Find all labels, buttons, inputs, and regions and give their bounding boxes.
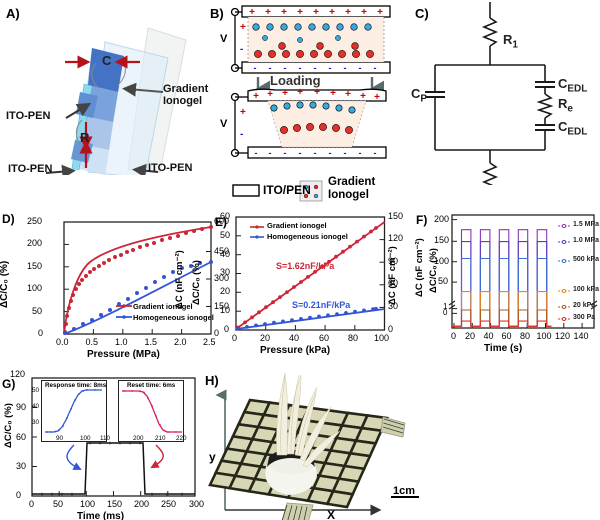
svg-text:-: - [284,63,287,73]
svg-text:-: - [329,63,332,73]
svg-text:V: V [220,33,228,45]
svg-text:-: - [299,148,302,158]
svg-text:+: + [330,88,336,99]
svg-text:-: - [254,63,257,73]
svg-text:-: - [314,148,317,158]
svg-text:-: - [314,63,317,73]
svg-text:-: - [344,63,347,73]
svg-text:+: + [297,7,303,18]
svg-text:+: + [249,7,255,18]
svg-text:+: + [361,7,367,18]
svg-text:-: - [374,63,377,73]
svg-text:+: + [313,7,319,18]
svg-text:-: - [240,129,243,140]
svg-text:-: - [284,148,287,158]
svg-text:+: + [377,7,383,18]
svg-text:-: - [299,63,302,73]
svg-text:+: + [265,7,271,18]
svg-text:-: - [255,148,258,158]
svg-text:+: + [253,91,259,102]
svg-text:+: + [240,22,246,33]
svg-text:+: + [360,91,366,102]
svg-text:+: + [267,89,273,100]
svg-text:V: V [220,118,228,130]
svg-text:+: + [281,7,287,18]
svg-text:-: - [374,148,377,158]
svg-text:-: - [344,148,347,158]
svg-text:+: + [345,7,351,18]
svg-text:+: + [282,88,288,99]
svg-text:-: - [269,148,272,158]
svg-text:+: + [314,87,320,98]
svg-text:+: + [374,92,380,103]
svg-text:-: - [240,44,243,55]
svg-text:-: - [329,148,332,158]
svg-text:-: - [269,63,272,73]
svg-text:+: + [240,107,246,118]
svg-text:-: - [359,148,362,158]
svg-text:-: - [359,63,362,73]
svg-text:+: + [297,87,303,98]
svg-text:+: + [345,89,351,100]
svg-text:+: + [329,7,335,18]
